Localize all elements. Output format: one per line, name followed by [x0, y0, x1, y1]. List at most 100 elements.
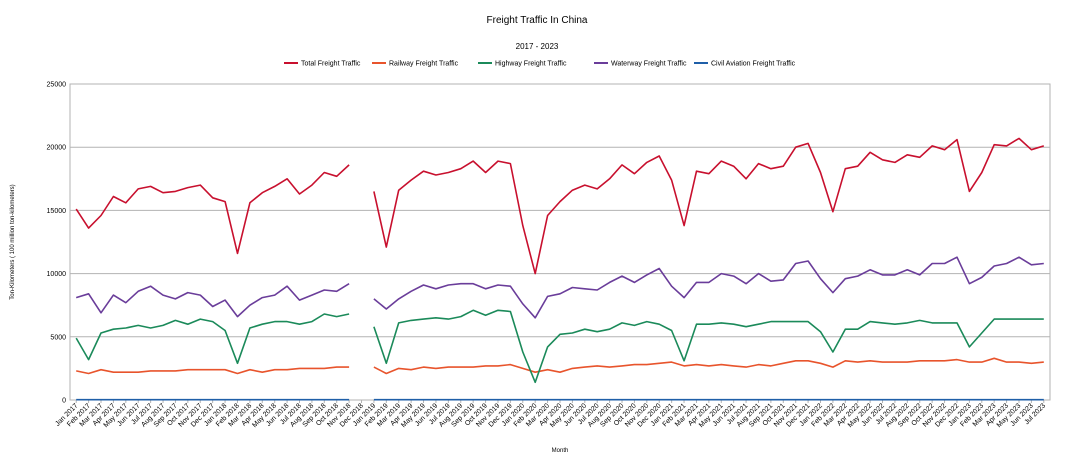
data-point — [249, 369, 251, 371]
data-point — [149, 370, 151, 372]
data-point — [646, 320, 648, 322]
data-point — [224, 329, 226, 331]
data-point — [286, 399, 288, 401]
data-point — [1030, 318, 1032, 320]
data-point — [187, 291, 189, 293]
data-point — [621, 322, 623, 324]
data-point — [199, 369, 201, 371]
data-point — [484, 171, 486, 173]
data-point — [931, 360, 933, 362]
data-point — [968, 361, 970, 363]
data-point — [633, 281, 635, 283]
data-point — [633, 173, 635, 175]
data-point — [956, 358, 958, 360]
data-point — [584, 399, 586, 401]
data-point — [385, 372, 387, 374]
data-point — [336, 175, 338, 177]
data-point — [224, 200, 226, 202]
data-point — [795, 360, 797, 362]
data-point — [435, 399, 437, 401]
data-point — [187, 369, 189, 371]
series-line — [75, 164, 350, 255]
data-point — [112, 294, 114, 296]
legend-label: Waterway Freight Traffic — [611, 61, 687, 68]
data-point — [596, 399, 598, 401]
data-point — [323, 313, 325, 315]
y-tick-label: 15000 — [47, 208, 67, 215]
data-point — [373, 298, 375, 300]
data-point — [336, 290, 338, 292]
data-point — [919, 156, 921, 158]
data-point — [336, 315, 338, 317]
data-point — [484, 365, 486, 367]
data-point — [857, 361, 859, 363]
data-point — [832, 351, 834, 353]
data-point — [795, 146, 797, 148]
data-point — [199, 294, 201, 296]
data-point — [87, 293, 89, 295]
data-point — [422, 318, 424, 320]
data-point — [311, 184, 313, 186]
data-point — [757, 162, 759, 164]
data-point — [149, 327, 151, 329]
data-point — [757, 272, 759, 274]
data-point — [559, 293, 561, 295]
data-point — [298, 399, 300, 401]
data-point — [261, 296, 263, 298]
data-point — [373, 326, 375, 328]
data-point — [472, 283, 474, 285]
data-point — [472, 309, 474, 311]
y-tick-label: 5000 — [50, 334, 66, 341]
data-point — [956, 399, 958, 401]
data-point — [807, 320, 809, 322]
data-point — [1043, 145, 1045, 147]
data-point — [658, 155, 660, 157]
data-point — [336, 366, 338, 368]
data-point — [460, 366, 462, 368]
data-point — [311, 320, 313, 322]
data-point — [100, 369, 102, 371]
data-point — [894, 323, 896, 325]
data-point — [249, 202, 251, 204]
data-point — [87, 227, 89, 229]
data-point — [931, 322, 933, 324]
data-point — [844, 278, 846, 280]
data-point — [174, 370, 176, 372]
data-point — [199, 318, 201, 320]
data-point — [373, 399, 375, 401]
data-point — [819, 362, 821, 364]
data-point — [522, 351, 524, 353]
data-point — [137, 290, 139, 292]
data-point — [398, 298, 400, 300]
data-point — [311, 294, 313, 296]
data-point — [919, 319, 921, 321]
data-point — [956, 138, 958, 140]
series-line — [76, 366, 350, 375]
data-point — [112, 328, 114, 330]
data-point — [931, 399, 933, 401]
data-point — [770, 280, 772, 282]
data-point — [398, 399, 400, 401]
data-point — [894, 161, 896, 163]
data-point — [832, 291, 834, 293]
data-point — [832, 399, 834, 401]
data-point — [298, 193, 300, 195]
data-point — [869, 399, 871, 401]
data-point — [795, 262, 797, 264]
data-point — [460, 283, 462, 285]
data-point — [249, 304, 251, 306]
data-point — [857, 399, 859, 401]
data-point — [460, 399, 462, 401]
data-point — [608, 178, 610, 180]
data-point — [249, 399, 251, 401]
data-point — [881, 399, 883, 401]
data-point — [472, 160, 474, 162]
data-point — [484, 288, 486, 290]
data-point — [497, 399, 499, 401]
data-point — [608, 328, 610, 330]
data-point — [931, 145, 933, 147]
data-point — [410, 290, 412, 292]
data-point — [596, 331, 598, 333]
data-point — [323, 399, 325, 401]
data-point — [286, 320, 288, 322]
